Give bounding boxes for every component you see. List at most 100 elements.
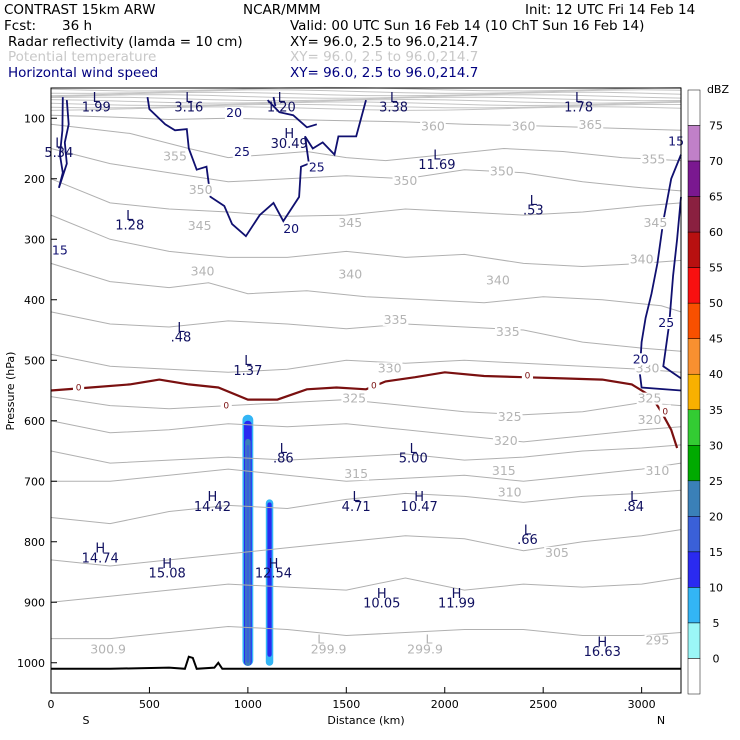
field-xy-reflectivity: XY= 96.0, 2.5 to 96.0,214.7 — [290, 34, 478, 50]
hl-letter-22: H — [377, 587, 387, 602]
x-tick-label-0: 0 — [48, 698, 55, 711]
hl-letter-10: L — [177, 321, 185, 336]
hl-value-22: 10.05 — [363, 597, 400, 612]
theta-label-23: 320 — [638, 412, 662, 427]
reflectivity-cell-3 — [246, 444, 250, 663]
hl-value-20: 15.08 — [149, 566, 186, 581]
colorbar-label-0: 0 — [713, 652, 720, 665]
y-tick-label-1: 200 — [24, 173, 45, 186]
theta-extrema-0: L — [317, 631, 324, 646]
theta-extrema-1: L — [426, 631, 433, 646]
zero-label-4-bg — [659, 404, 671, 417]
field-name-wind: Horizontal wind speed — [8, 65, 158, 81]
y-tick-label-5: 600 — [24, 415, 45, 428]
colorbar-swatch-2 — [687, 587, 701, 624]
colorbar-swatch-15 — [687, 125, 701, 162]
wind-label-6: 20 — [633, 351, 649, 366]
theta-label-2: 365 — [579, 117, 603, 132]
theta-label-20: 325 — [498, 409, 522, 424]
theta-upper-line-3 — [50, 94, 682, 99]
hl-letter-4: L — [575, 91, 583, 106]
terrain-line — [51, 655, 681, 670]
y-tick-label-7: 800 — [24, 536, 45, 549]
colorbar-swatch-10 — [687, 302, 701, 339]
hl-value-6: 30.49 — [271, 137, 308, 152]
theta-label-20-bg — [496, 410, 523, 423]
field-name-theta: Potential temperature — [8, 49, 156, 65]
x-tick-label-6: 3000 — [628, 698, 656, 711]
x-tick-label-2: 1000 — [234, 698, 262, 711]
colorbar-label-15: 75 — [709, 120, 723, 133]
plot-frame — [50, 87, 682, 694]
theta-label-29-bg — [88, 643, 129, 656]
colorbar-swatch-12 — [687, 231, 701, 268]
hl-letter-6: H — [284, 127, 294, 142]
theta-line-4 — [50, 214, 682, 268]
theta-label-21-bg — [636, 392, 663, 405]
theta-label-3: 355 — [163, 149, 187, 164]
theta-label-13: 340 — [486, 273, 510, 288]
theta-label-22-bg — [492, 434, 519, 447]
theta-label-23-bg — [636, 413, 663, 426]
hl-value-5: 5.34 — [44, 146, 73, 161]
theta-line-2 — [50, 148, 682, 192]
theta-label-5-bg — [187, 183, 214, 196]
wind-label-1-bg — [232, 145, 252, 158]
wind-contour-2 — [266, 99, 318, 129]
hl-value-13: 5.00 — [399, 451, 428, 466]
theta-line-6 — [50, 311, 682, 352]
theta-label-10-bg — [642, 217, 669, 230]
hl-letter-15: L — [353, 490, 361, 505]
theta-upper-line-5 — [50, 98, 682, 104]
x-end-label-south: S — [83, 714, 90, 727]
hl-value-0: 1.99 — [82, 101, 111, 116]
theta-label-30: 299.9 — [311, 642, 347, 657]
hl-value-12: .86 — [273, 451, 294, 466]
theta-label-13-bg — [485, 274, 511, 287]
hl-value-11: 1.37 — [233, 364, 262, 379]
colorbar-label-5: 25 — [709, 475, 723, 488]
theta-label-26-bg — [496, 486, 523, 499]
colorbar-label-6: 30 — [709, 439, 723, 452]
wind-label-0: 20 — [226, 105, 242, 120]
colorbar-label-3: 15 — [709, 546, 723, 559]
theta-label-17-bg — [376, 362, 403, 375]
hl-letter-0: L — [93, 91, 101, 106]
colorbar-label-10: 50 — [709, 297, 723, 310]
hl-value-17: .84 — [623, 500, 644, 515]
y-tick-label-2: 300 — [24, 233, 45, 246]
theta-label-30-bg — [308, 643, 349, 656]
wind-label-1: 25 — [234, 144, 250, 159]
zero-label-2: 0 — [371, 382, 377, 392]
wind-contour-4 — [638, 154, 682, 392]
fcst-label: Fcst: — [4, 18, 36, 34]
colorbar-swatch-1 — [687, 622, 701, 659]
theta-label-25: 315 — [492, 463, 516, 478]
theta-label-15: 335 — [384, 312, 408, 327]
theta-label-14-bg — [628, 253, 655, 266]
theta-label-28: 305 — [545, 545, 569, 560]
theta-label-14: 340 — [630, 251, 654, 266]
x-tick-label-1: 500 — [139, 698, 160, 711]
wind-label-5-bg — [657, 316, 676, 329]
wind-contour-3 — [272, 96, 277, 107]
colorbar-swatch-6 — [687, 445, 701, 482]
theta-label-8: 345 — [188, 218, 212, 233]
model-title: CONTRAST 15km ARW — [4, 2, 155, 18]
theta-line-3 — [50, 178, 682, 217]
hl-value-14: 14.42 — [194, 500, 231, 515]
y-tick-label-8: 900 — [24, 596, 45, 609]
theta-label-0: 360 — [421, 118, 445, 133]
colorbar-swatch-13 — [687, 196, 701, 233]
wind-label-2: 25 — [309, 159, 325, 174]
hl-value-21: 12.54 — [255, 566, 292, 581]
colorbar-swatch-14 — [687, 160, 701, 197]
hl-letter-20: H — [162, 557, 172, 572]
theta-label-32: 295 — [645, 633, 669, 648]
hl-letter-3: L — [390, 91, 398, 106]
colorbar-unit: dBZ — [707, 83, 730, 96]
theta-label-19: 325 — [342, 391, 366, 406]
colorbar-swatch-11 — [687, 267, 701, 304]
colorbar-label-14: 70 — [709, 155, 723, 168]
theta-label-4-bg — [640, 153, 667, 166]
